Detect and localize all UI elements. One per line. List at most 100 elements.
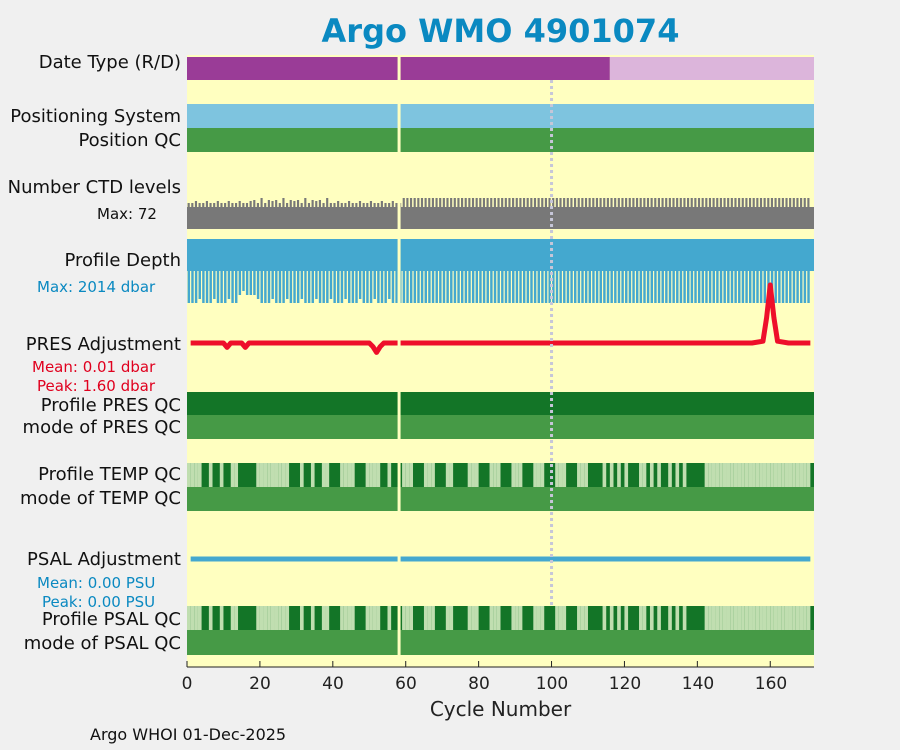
ctd-level-bar xyxy=(479,198,482,207)
profile-depth-bar xyxy=(227,271,231,299)
profile-depth-bar xyxy=(220,271,223,303)
profile-temp-qc-mixed-cycle xyxy=(197,463,202,487)
profile-psal-qc-mixed-cycle xyxy=(187,606,191,630)
profile-temp-qc-mixed-cycle xyxy=(423,463,428,487)
ctd-level-bar xyxy=(599,198,602,207)
ctd-level-bar xyxy=(654,198,657,207)
ctd-level-bar xyxy=(202,203,205,207)
ctd-level-bar xyxy=(322,203,325,207)
profile-depth-bar xyxy=(420,271,424,303)
profile-depth-bar xyxy=(759,271,763,303)
ctd-level-bar xyxy=(420,198,424,207)
profile-depth-bar xyxy=(577,271,581,303)
ctd-level-bar xyxy=(504,198,507,207)
profile-temp-qc-mixed-cycle xyxy=(300,463,304,487)
ctd-level-bar xyxy=(563,198,566,207)
ctd-level-bar xyxy=(803,198,806,207)
ctd-level-bar xyxy=(668,198,671,207)
profile-depth-bar xyxy=(774,271,777,303)
profile-depth-bar xyxy=(198,271,201,299)
profile-depth-bar xyxy=(482,271,486,303)
ctd-level-bar xyxy=(712,198,715,207)
chart-title: Argo WMO 4901074 xyxy=(321,12,680,50)
profile-depth-bar xyxy=(654,271,657,303)
profile-psal-qc-mixed-cycle xyxy=(234,606,239,630)
profile-temp-qc-mixed-cycle xyxy=(602,463,607,487)
profile-psal-qc-mixed-cycle xyxy=(405,606,410,630)
ctd-level-bar xyxy=(767,198,770,207)
profile-psal-qc-mixed-cycle xyxy=(533,606,537,630)
profile-depth-bar xyxy=(708,271,712,303)
ctd-level-bar xyxy=(719,198,722,207)
profile-psal-qc-mixed-cycle xyxy=(431,606,435,630)
label-position-qc: Position QC xyxy=(78,130,181,151)
ctd-level-bar xyxy=(738,198,741,207)
profile-depth-bar xyxy=(351,271,355,303)
ctd-level-bar xyxy=(366,203,369,207)
profile-depth-bar xyxy=(672,271,675,303)
profile-temp-qc-mixed-cycle xyxy=(617,463,621,487)
ctd-level-bar xyxy=(570,198,573,207)
profile-temp-qc-mixed-cycle xyxy=(270,463,275,487)
profile-depth-bar xyxy=(563,271,566,303)
profile-depth-bar xyxy=(610,271,613,303)
profile-psal-qc-mixed-cycle xyxy=(270,606,275,630)
ctd-level-bar xyxy=(286,203,289,207)
ctd-level-bar xyxy=(384,203,387,207)
profile-temp-qc-mixed-cycle xyxy=(540,463,545,487)
profile-psal-qc-mixed-cycle xyxy=(274,606,279,630)
date-type-delayed-bar xyxy=(609,57,814,80)
x-tick-label: 0 xyxy=(181,674,193,694)
profile-psal-qc-mixed-cycle xyxy=(230,606,235,630)
profile-temp-qc-mixed-cycle xyxy=(496,463,501,487)
profile-depth-bar xyxy=(559,271,562,303)
profile-temp-qc-mixed-cycle xyxy=(449,463,454,487)
profile-depth-bar xyxy=(606,271,610,303)
psal-mean-label: Mean: 0.00 PSU xyxy=(37,574,156,592)
profile-temp-qc-mixed-cycle xyxy=(708,463,712,487)
profile-temp-qc-mixed-cycle xyxy=(263,463,268,487)
profile-depth-bar xyxy=(643,271,646,303)
ctd-level-bar xyxy=(501,198,504,207)
profile-depth-bar xyxy=(435,271,438,303)
ctd-level-bar xyxy=(807,198,810,207)
profile-temp-qc-mixed-cycle xyxy=(267,463,271,487)
profile-depth-bar xyxy=(355,271,358,303)
ctd-level-bar xyxy=(227,201,230,207)
profile-psal-qc-mixed-cycle xyxy=(256,606,260,630)
ctd-level-bar xyxy=(289,200,292,207)
profile-psal-qc-mixed-cycle xyxy=(310,606,315,630)
profile-temp-qc-mixed-cycle xyxy=(759,463,763,487)
profile-temp-qc-mixed-cycle xyxy=(369,463,373,487)
ctd-level-bar xyxy=(351,203,354,207)
profile-psal-qc-mixed-cycle xyxy=(617,606,621,630)
profile-psal-qc-mixed-cycle xyxy=(496,606,501,630)
ctd-level-bar xyxy=(614,198,617,207)
ctd-level-bar xyxy=(781,198,784,207)
profile-temp-qc-mixed-cycle xyxy=(675,463,680,487)
profile-temp-qc-mixed-cycle xyxy=(755,463,760,487)
profile-depth-bar xyxy=(238,271,242,295)
profile-depth-bar xyxy=(665,271,668,303)
profile-depth-bar xyxy=(267,271,271,303)
ctd-level-bar xyxy=(373,203,376,207)
profile-psal-qc-mixed-cycle xyxy=(657,606,661,630)
profile-temp-qc-mixed-cycle xyxy=(577,463,581,487)
ctd-level-bar xyxy=(628,198,631,207)
profile-depth-bar xyxy=(231,271,234,303)
ctd-level-bar xyxy=(388,203,391,207)
profile-depth-bar xyxy=(632,271,635,303)
ctd-level-bar xyxy=(552,198,555,207)
ctd-level-bar xyxy=(453,198,456,207)
profile-temp-qc-mixed-cycle xyxy=(704,463,709,487)
profile-psal-qc-mixed-cycle xyxy=(642,606,647,630)
profile-temp-qc-mixed-cycle xyxy=(259,463,264,487)
ctd-level-bar xyxy=(402,198,405,207)
profile-temp-qc-mixed-cycle xyxy=(230,463,235,487)
profile-depth-bar xyxy=(541,271,544,303)
profile-depth-bar xyxy=(424,271,427,303)
ctd-level-bar xyxy=(584,198,588,207)
ctd-level-bar xyxy=(431,198,434,207)
ctd-level-bar xyxy=(493,198,496,207)
ctd-level-bar xyxy=(377,203,380,207)
